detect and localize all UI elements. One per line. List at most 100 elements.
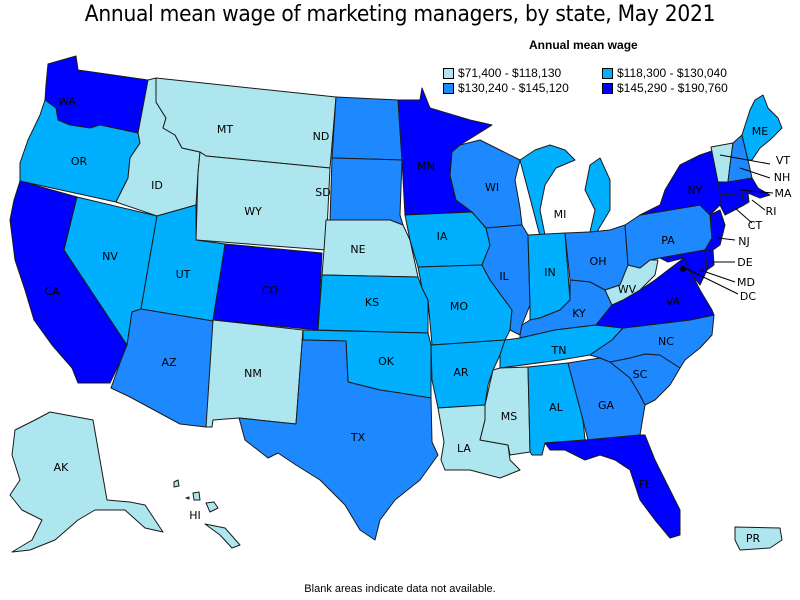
state-ia[interactable] bbox=[404, 211, 491, 268]
state-label-ga: GA bbox=[598, 399, 615, 412]
leader-line-nh bbox=[739, 167, 771, 179]
legend-item-bin-0: $71,400 - $118,130 bbox=[443, 66, 561, 80]
leader-line-md bbox=[699, 269, 736, 283]
state-mt[interactable] bbox=[155, 77, 337, 169]
state-label-ne: NE bbox=[350, 243, 365, 256]
state-wv[interactable] bbox=[604, 259, 659, 306]
leader-line-ri bbox=[751, 199, 766, 211]
leader-line-ma bbox=[739, 189, 774, 194]
state-ne[interactable] bbox=[321, 219, 419, 278]
state-label-dc: DC bbox=[740, 290, 756, 303]
state-tx[interactable] bbox=[238, 329, 439, 541]
footnote: Blank areas indicate data not available. bbox=[304, 583, 496, 595]
state-label-co: CO bbox=[262, 284, 279, 297]
state-label-mn: MN bbox=[417, 160, 435, 173]
state-label-az: AZ bbox=[161, 356, 177, 369]
state-label-nc: NC bbox=[658, 335, 674, 348]
state-label-hi: HI bbox=[189, 509, 201, 522]
state-label-de: DE bbox=[737, 256, 752, 269]
legend-title: Annual mean wage bbox=[529, 38, 638, 52]
state-ct[interactable] bbox=[719, 192, 745, 216]
state-label-nd: ND bbox=[313, 130, 330, 143]
state-label-nm: NM bbox=[244, 367, 262, 380]
state-label-sc: SC bbox=[633, 368, 648, 381]
state-hi-island[interactable] bbox=[173, 479, 180, 488]
state-label-ny: NY bbox=[688, 184, 703, 197]
state-ny[interactable] bbox=[639, 149, 726, 216]
state-label-mt: MT bbox=[217, 123, 233, 136]
state-label-md: MD bbox=[737, 276, 755, 289]
legend-item-bin-3: $145,290 - $190,760 bbox=[602, 81, 728, 95]
state-label-la: LA bbox=[457, 442, 471, 455]
state-label-oh: OH bbox=[590, 255, 607, 268]
state-label-ar: AR bbox=[453, 366, 469, 379]
state-label-wi: WI bbox=[485, 181, 499, 194]
legend-item-bin-1: $118,300 - $130,040 bbox=[602, 66, 727, 80]
state-wi[interactable] bbox=[449, 139, 523, 229]
state-label-ia: IA bbox=[437, 230, 448, 243]
state-label-in: IN bbox=[544, 266, 555, 279]
state-label-nj: NJ bbox=[738, 235, 749, 248]
state-label-ma: MA bbox=[774, 187, 791, 200]
state-label-ak: AK bbox=[54, 461, 70, 474]
legend-label: $130,240 - $145,120 bbox=[458, 81, 569, 95]
state-label-ks: KS bbox=[365, 296, 379, 309]
state-label-vt: VT bbox=[776, 154, 791, 167]
dc-marker-icon[interactable] bbox=[680, 266, 686, 272]
state-label-tn: TN bbox=[551, 344, 567, 357]
state-label-pr: PR bbox=[746, 532, 761, 545]
state-hi[interactable] bbox=[204, 523, 241, 549]
state-label-va: VA bbox=[666, 295, 681, 308]
state-label-tx: TX bbox=[350, 431, 366, 444]
state-label-ky: KY bbox=[572, 307, 586, 320]
state-label-nh: NH bbox=[774, 171, 791, 184]
state-wy[interactable] bbox=[195, 151, 331, 251]
state-label-wa: WA bbox=[58, 95, 76, 108]
state-label-sd: SD bbox=[315, 186, 330, 199]
state-fl[interactable] bbox=[544, 434, 681, 539]
state-hi-island[interactable] bbox=[185, 496, 190, 500]
state-label-mo: MO bbox=[450, 300, 468, 313]
states-layer bbox=[9, 55, 783, 553]
state-label-me: ME bbox=[752, 125, 768, 138]
legend-swatch-icon bbox=[602, 67, 613, 79]
state-labels: WA OR CA NV ID MT WY UT AZ CO NM ND SD NE KS OK TX MN IA MO… bbox=[44, 95, 768, 545]
state-label-ca: CA bbox=[44, 285, 60, 298]
state-label-ri: RI bbox=[766, 205, 777, 218]
state-mi[interactable] bbox=[519, 144, 611, 237]
state-sd[interactable] bbox=[329, 157, 404, 226]
state-label-al: AL bbox=[549, 401, 564, 414]
state-md[interactable] bbox=[659, 249, 708, 286]
map-title: Annual mean wage of marketing managers, … bbox=[84, 2, 716, 27]
legend-label: $118,300 - $130,040 bbox=[617, 66, 727, 80]
state-nj[interactable] bbox=[704, 209, 726, 251]
legend-label: $145,290 - $190,760 bbox=[617, 81, 728, 95]
state-ma[interactable] bbox=[717, 177, 771, 199]
state-label-il: IL bbox=[499, 270, 509, 283]
state-label-fl: FL bbox=[639, 478, 652, 491]
legend-item-bin-2: $130,240 - $145,120 bbox=[443, 81, 569, 95]
state-nd[interactable] bbox=[331, 96, 403, 161]
leader-line-ct bbox=[734, 207, 753, 224]
state-label-pa: PA bbox=[661, 234, 675, 247]
state-me[interactable] bbox=[741, 94, 783, 161]
legend-swatch-icon bbox=[443, 67, 454, 79]
state-pr[interactable] bbox=[734, 526, 783, 551]
state-label-or: OR bbox=[71, 155, 88, 168]
state-label-nv: NV bbox=[102, 250, 118, 263]
state-label-wy: WY bbox=[244, 205, 262, 218]
state-label-ms: MS bbox=[501, 410, 517, 423]
state-hi-island[interactable] bbox=[205, 501, 219, 513]
legend-label: $71,400 - $118,130 bbox=[458, 66, 562, 80]
state-label-ct: CT bbox=[748, 219, 763, 232]
leader-line-dc bbox=[684, 267, 739, 295]
state-label-id: ID bbox=[151, 179, 163, 192]
state-il[interactable] bbox=[481, 224, 531, 336]
leader-line-vt bbox=[719, 154, 771, 165]
state-label-ok: OK bbox=[378, 355, 395, 368]
state-ak[interactable] bbox=[9, 411, 164, 553]
leader-line-nj bbox=[717, 237, 736, 241]
legend-swatch-icon bbox=[443, 82, 454, 94]
state-hi-island[interactable] bbox=[192, 491, 201, 501]
